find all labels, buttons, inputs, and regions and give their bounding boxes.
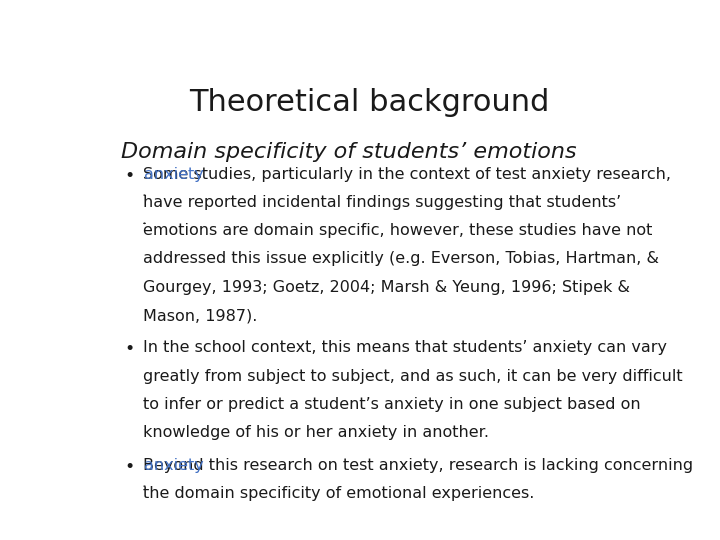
Text: to infer or predict a student’s anxiety in one subject based on: to infer or predict a student’s anxiety … [143,397,641,412]
Text: greatly from subject to subject, and as such, it can be very difficult: greatly from subject to subject, and as … [143,369,683,384]
Text: the domain specificity of emotional experiences.: the domain specificity of emotional expe… [143,486,534,501]
Text: •: • [125,458,135,476]
Text: anxiety: anxiety [144,167,204,181]
Text: Domain specificity of students’ emotions: Domain specificity of students’ emotions [121,141,576,161]
Text: emotions are domain specific, however, these studies have not: emotions are domain specific, however, t… [143,223,652,238]
Text: addressed this issue explicitly (e.g. Everson, Tobias, Hartman, &: addressed this issue explicitly (e.g. Ev… [143,252,659,267]
Text: Gourgey, 1993; Goetz, 2004; Marsh & Yeung, 1996; Stipek &: Gourgey, 1993; Goetz, 2004; Marsh & Yeun… [143,280,630,295]
Text: knowledge of his or her anxiety in another.: knowledge of his or her anxiety in anoth… [143,426,489,440]
Text: have reported incidental findings suggesting that students’: have reported incidental findings sugges… [143,195,621,210]
Text: •: • [125,341,135,359]
Text: In the school context, this means that students’ anxiety can vary: In the school context, this means that s… [143,341,667,355]
Text: •: • [125,167,135,185]
Text: Mason, 1987).: Mason, 1987). [143,308,257,323]
Text: Some studies, particularly in the context of test anxiety research,: Some studies, particularly in the contex… [143,167,671,181]
Text: anxiety: anxiety [144,458,204,472]
Text: Theoretical background: Theoretical background [189,87,549,117]
Text: Beyond this research on test anxiety, research is lacking concerning: Beyond this research on test anxiety, re… [143,458,693,472]
